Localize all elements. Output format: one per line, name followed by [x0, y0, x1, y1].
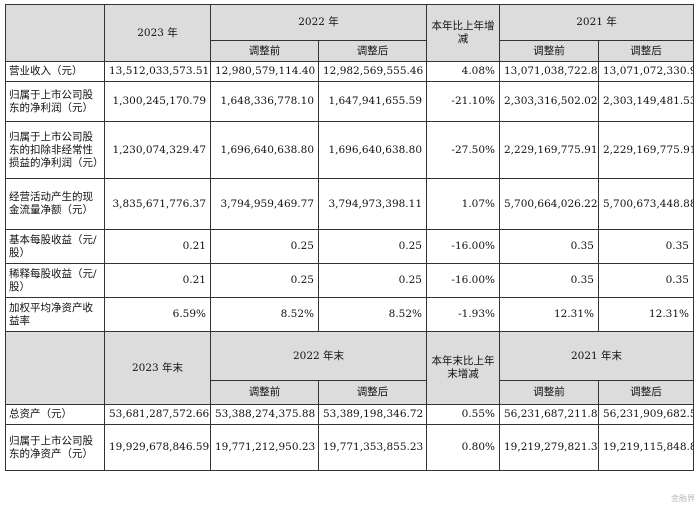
- header-2021-before: 调整前: [499, 40, 599, 62]
- value-2022-before: 3,794,959,469.77: [210, 178, 319, 230]
- header-row-3: 2023 年末 2022 年末 本年末比上年末增减 2021 年末: [5, 331, 694, 405]
- value-2023: 13,512,033,573.51: [104, 61, 211, 82]
- header-2022-after: 调整后: [318, 40, 427, 62]
- value-2022-before: 19,771,212,950.23: [210, 424, 319, 471]
- row-label: 营业收入（元）: [5, 61, 105, 82]
- value-2022-after: 1,696,640,638.80: [318, 121, 427, 179]
- header-2021: 2021 年: [499, 4, 694, 41]
- value-2021-before: 0.35: [499, 263, 599, 298]
- value-yoy: -27.50%: [426, 121, 500, 179]
- row-label: 加权平均净资产收益率: [5, 297, 105, 332]
- value-2022-before: 0.25: [210, 229, 319, 264]
- header-2021-end-after: 调整后: [598, 380, 694, 405]
- value-2021-after: 56,231,909,682.55: [598, 404, 694, 425]
- value-2021-before: 5,700,664,026.22: [499, 178, 599, 230]
- header-2022: 2022 年: [210, 4, 427, 41]
- header-2023-end: 2023 年末: [104, 331, 211, 405]
- value-2022-before: 12,980,579,114.40: [210, 61, 319, 82]
- row-label: 归属于上市公司股东的净利润（元）: [5, 81, 105, 122]
- value-2022-after: 3,794,973,398.11: [318, 178, 427, 230]
- row-label: 归属于上市公司股东的扣除非经常性损益的净利润（元）: [5, 121, 105, 179]
- header-yoy: 本年比上年增减: [426, 4, 500, 62]
- header-2021-after: 调整后: [598, 40, 694, 62]
- value-2023: 0.21: [104, 263, 211, 298]
- value-2021-before: 2,303,316,502.02: [499, 81, 599, 122]
- value-2022-after: 53,389,198,346.72: [318, 404, 427, 425]
- header-yoy-end: 本年末比上年末增减: [426, 331, 500, 405]
- table-row: 归属于上市公司股东的净资产（元） 19,929,678,846.59 19,77…: [5, 424, 694, 471]
- value-yoy: 1.07%: [426, 178, 500, 230]
- value-2023: 1,230,074,329.47: [104, 121, 211, 179]
- value-yoy: -16.00%: [426, 263, 500, 298]
- value-2021-after: 5,700,673,448.88: [598, 178, 694, 230]
- value-yoy: -16.00%: [426, 229, 500, 264]
- header-2021-end: 2021 年末: [499, 331, 694, 381]
- table-row: 归属于上市公司股东的净利润（元） 1,300,245,170.79 1,648,…: [5, 81, 694, 122]
- value-2022-after: 19,771,353,855.23: [318, 424, 427, 471]
- table-row: 基本每股收益（元/股） 0.21 0.25 0.25 -16.00% 0.35 …: [5, 229, 694, 264]
- value-2021-before: 12.31%: [499, 297, 599, 332]
- header-2021-end-before: 调整前: [499, 380, 599, 405]
- table-row: 总资产（元） 53,681,287,572.66 53,388,274,375.…: [5, 404, 694, 425]
- value-2021-after: 2,229,169,775.91: [598, 121, 694, 179]
- value-2023: 19,929,678,846.59: [104, 424, 211, 471]
- value-2022-after: 1,647,941,655.59: [318, 81, 427, 122]
- financial-data-table: 2023 年 2022 年 本年比上年增减 2021 年 调整前 调整后 调整前…: [5, 4, 694, 471]
- value-2021-before: 2,229,169,775.91: [499, 121, 599, 179]
- value-2022-after: 8.52%: [318, 297, 427, 332]
- header-empty-cell: [5, 331, 105, 405]
- table-row: 归属于上市公司股东的扣除非经常性损益的净利润（元） 1,230,074,329.…: [5, 121, 694, 179]
- table-row: 营业收入（元） 13,512,033,573.51 12,980,579,114…: [5, 61, 694, 82]
- header-2022-end-after: 调整后: [318, 380, 427, 405]
- header-2022-end-before: 调整前: [210, 380, 319, 405]
- value-2022-before: 53,388,274,375.88: [210, 404, 319, 425]
- value-2023: 1,300,245,170.79: [104, 81, 211, 122]
- header-2022-before: 调整前: [210, 40, 319, 62]
- value-yoy: 4.08%: [426, 61, 500, 82]
- value-2022-after: 12,982,569,555.46: [318, 61, 427, 82]
- value-2021-before: 19,219,279,821.32: [499, 424, 599, 471]
- value-2023: 53,681,287,572.66: [104, 404, 211, 425]
- value-yoy: -21.10%: [426, 81, 500, 122]
- value-2021-after: 19,219,115,848.83: [598, 424, 694, 471]
- header-row-4: 调整前 调整后 调整前 调整后: [6, 380, 694, 405]
- value-2021-after: 2,303,149,481.53: [598, 81, 694, 122]
- header-row-2: 调整前 调整后 调整前 调整后: [6, 40, 694, 62]
- header-2023: 2023 年: [104, 4, 211, 62]
- header-2022-end: 2022 年末: [210, 331, 427, 381]
- table-row: 稀释每股收益（元/股） 0.21 0.25 0.25 -16.00% 0.35 …: [5, 263, 694, 298]
- row-label: 稀释每股收益（元/股）: [5, 263, 105, 298]
- value-2021-before: 0.35: [499, 229, 599, 264]
- value-2023: 6.59%: [104, 297, 211, 332]
- value-2021-before: 13,071,038,722.80: [499, 61, 599, 82]
- row-label: 基本每股收益（元/股）: [5, 229, 105, 264]
- header-row-1: 2023 年 2022 年 本年比上年增减 2021 年: [5, 4, 694, 62]
- row-label: 归属于上市公司股东的净资产（元）: [5, 424, 105, 471]
- value-2022-before: 1,648,336,778.10: [210, 81, 319, 122]
- value-2023: 0.21: [104, 229, 211, 264]
- value-2022-before: 8.52%: [210, 297, 319, 332]
- table-row: 经营活动产生的现金流量净额（元） 3,835,671,776.37 3,794,…: [5, 178, 694, 230]
- value-yoy: 0.55%: [426, 404, 500, 425]
- value-2021-after: 12.31%: [598, 297, 694, 332]
- watermark: 金融界: [671, 494, 695, 503]
- value-2023: 3,835,671,776.37: [104, 178, 211, 230]
- value-2021-after: 0.35: [598, 229, 694, 264]
- value-2021-after: 0.35: [598, 263, 694, 298]
- value-2022-after: 0.25: [318, 229, 427, 264]
- value-2022-before: 1,696,640,638.80: [210, 121, 319, 179]
- value-yoy: -1.93%: [426, 297, 500, 332]
- row-label: 经营活动产生的现金流量净额（元）: [5, 178, 105, 230]
- value-yoy: 0.80%: [426, 424, 500, 471]
- value-2021-before: 56,231,687,211.89: [499, 404, 599, 425]
- value-2021-after: 13,071,072,330.91: [598, 61, 694, 82]
- row-label: 总资产（元）: [5, 404, 105, 425]
- value-2022-before: 0.25: [210, 263, 319, 298]
- header-empty-cell: [5, 4, 105, 62]
- value-2022-after: 0.25: [318, 263, 427, 298]
- table-row: 加权平均净资产收益率 6.59% 8.52% 8.52% -1.93% 12.3…: [5, 297, 694, 332]
